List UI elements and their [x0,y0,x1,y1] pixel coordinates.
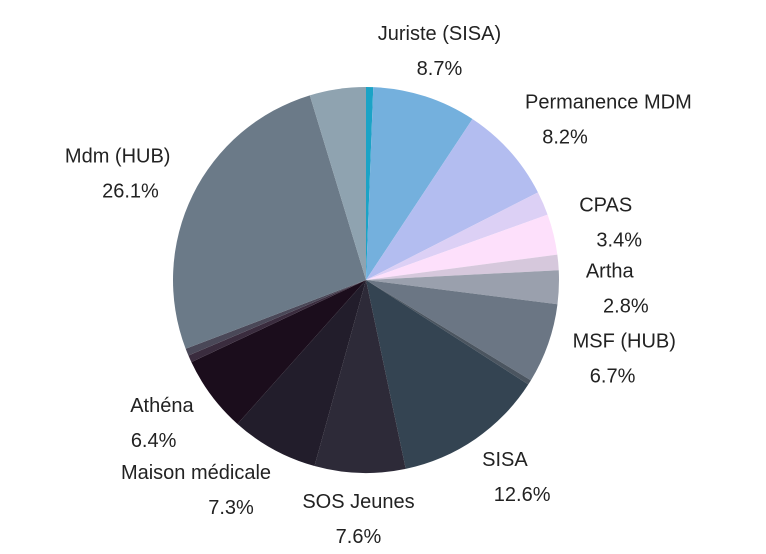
pie-slice [185,280,366,356]
pie-slice [366,87,374,280]
pie-slice [366,214,558,280]
pie-slice [188,280,366,363]
slice-label: Juriste (SISA) [378,23,501,45]
pie-slice [309,87,366,280]
slice-value-label: 6.4% [131,430,177,452]
slice-label: Artha [586,260,635,282]
slice-value-label: 8.2% [542,126,588,148]
slice-value-label: 7.3% [208,497,254,519]
pie-slice [366,280,531,385]
slice-value-label: 12.6% [494,484,551,506]
pie-slice [366,254,559,280]
slice-label: Maison médicale [121,462,271,484]
slice-label: CPAS [579,195,632,217]
slice-label: Mdm (HUB) [65,146,171,168]
pie-slice [366,119,538,281]
pie-slice [366,280,529,469]
pie-slice [366,87,473,280]
slice-label: SISA [482,449,528,471]
pie-slice [366,192,548,280]
slice-value-label: 26.1% [102,181,159,203]
slice-label: Permanence MDM [525,91,692,113]
pie-slice [366,270,559,305]
slice-label: SOS Jeunes [302,491,414,513]
slice-value-label: 6.7% [590,365,636,387]
slice-value-label: 8.7% [417,58,463,80]
pie-slice [191,280,366,424]
pie-slice [314,280,406,473]
slice-label: MSF (HUB) [573,330,676,352]
slice-value-label: 3.4% [596,230,642,252]
pie-slice [366,280,558,381]
slice-value-label: 7.6% [336,526,382,548]
slice-label: Athéna [130,395,194,417]
slice-value-label: 2.8% [603,295,649,317]
pie-slice [237,280,366,466]
pie-slice [173,95,366,349]
